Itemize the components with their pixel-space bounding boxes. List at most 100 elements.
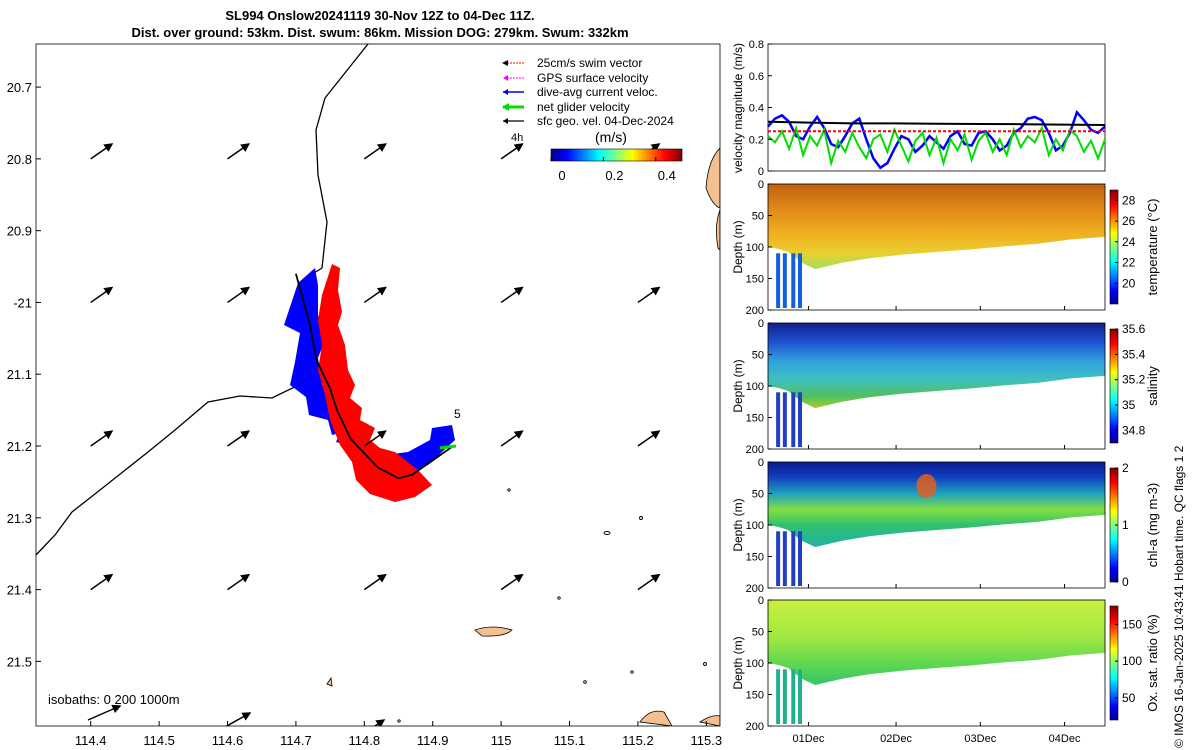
map-xtick-label: 115.2	[622, 733, 654, 748]
geo-arrow	[500, 286, 524, 304]
salinity-ytick-label: 150	[746, 413, 764, 425]
legend-gps-arrowhead	[503, 75, 508, 81]
chla-dive-profile	[776, 531, 781, 586]
geo-arrow	[363, 573, 387, 591]
islet	[326, 676, 333, 687]
map-xtick-label: 114.5	[143, 733, 175, 748]
map-xtick-label: 114.4	[75, 733, 107, 748]
velocity-ytick-label: 0.4	[749, 103, 764, 115]
oxygen-dive-profile	[776, 669, 781, 724]
geo-velocity-arrows	[90, 143, 661, 591]
oxygen-ytick-label: 0	[758, 595, 764, 607]
isobaths-label: isobaths: 0 200 1000m	[48, 692, 180, 707]
map-background	[36, 44, 720, 726]
geo-arrow	[637, 286, 661, 304]
coastline	[36, 44, 369, 556]
map-xtick-label: 114.7	[280, 733, 312, 748]
chart-title-line1: SL994 Onslow20241119 30-Nov 12Z to 04-De…	[225, 8, 535, 23]
chla-ytick-label: 0	[758, 457, 764, 469]
chla-ytick-label: 200	[746, 583, 764, 595]
oxygen-cbar-tick-label: 100	[1122, 654, 1142, 668]
colorbar-tick-label: 0.2	[605, 168, 623, 183]
time-label-5: 5	[454, 407, 461, 421]
chla-dive-profile	[782, 531, 787, 586]
salinity-ylabel: Depth (m)	[731, 359, 745, 412]
temperature-ytick-label: 200	[746, 305, 764, 317]
geo-arrow	[500, 430, 524, 447]
salinity-cbar-tick-label: 35.6	[1122, 322, 1146, 336]
geo-arrow	[87, 704, 122, 721]
salinity-dive-profile	[791, 392, 796, 447]
colorbar-label: (m/s)	[595, 129, 627, 145]
geo-arrow	[227, 143, 251, 160]
temperature-ytick-label: 0	[758, 179, 764, 191]
chla-cbar-label: chl-a (mg m-3)	[1145, 483, 1160, 568]
geo-arrow	[227, 430, 251, 447]
map-ytick-label: 21.1	[7, 367, 32, 382]
temperature-cbar-tick-label: 22	[1122, 256, 1136, 270]
velocity-ytick-label: 0	[758, 166, 764, 178]
oxygen-ytick-label: 200	[746, 721, 764, 733]
chla-dive-profile	[798, 531, 803, 586]
oxygen-ytick-label: 150	[746, 690, 764, 702]
map-axes: 114.4 114.5 114.6 114.7 114.8 114.9 115 115.1 11…	[7, 80, 722, 748]
velocity-ylabel: velocity magnitude (m/s)	[731, 43, 745, 173]
map-ytick-label: 21.2	[7, 439, 32, 454]
chla-ylabel: Depth (m)	[731, 498, 745, 551]
temperature-colorbar	[1109, 189, 1119, 305]
oxygen-ylabel: Depth (m)	[731, 636, 745, 689]
temperature-seabed-mask	[768, 236, 1105, 310]
map-ytick-label: 20.9	[7, 224, 32, 239]
oxygen-seabed-mask	[768, 652, 1105, 726]
land-patch	[716, 209, 720, 251]
temperature-ytick-label: 100	[746, 242, 764, 254]
salinity-dive-profile	[782, 392, 787, 447]
chla-cbar-tick-label: 0	[1122, 575, 1129, 589]
geo-arrow	[373, 719, 386, 726]
chla-cbar-tick-label: 2	[1122, 461, 1129, 475]
temperature-dive-profile	[791, 253, 796, 308]
chla-maximum-patch	[916, 473, 937, 498]
legend-geo-arrowhead	[503, 118, 508, 124]
map-panel: 4h 5 isobaths: 0 200 1000m 114.4 114.5 114…	[7, 43, 722, 748]
swim-vector-swath	[318, 264, 432, 502]
salinity-seabed-mask	[768, 375, 1105, 449]
legend-gps-label: GPS surface velocity	[537, 71, 648, 85]
geo-arrow	[90, 286, 114, 304]
island	[474, 626, 513, 637]
temperature-ytick-label: 150	[746, 274, 764, 286]
map-xtick-label: 114.8	[349, 733, 381, 748]
velocity-axes: 0 0.2 0.4 0.6 0.8	[749, 39, 772, 178]
oxygen-ytick-label: 100	[746, 658, 764, 670]
salinity-ytick-label: 200	[746, 444, 764, 456]
map-ytick-label: 21.4	[7, 583, 32, 598]
net-velocity-marker	[439, 444, 457, 450]
map-ytick-label: 21.3	[7, 511, 32, 526]
map-ytick-label: 20.8	[7, 152, 32, 167]
current-velocity-swath	[284, 268, 455, 478]
colorbar-tick-label: 0.4	[658, 168, 676, 183]
salinity-dive-profile	[798, 392, 803, 447]
section-xtick-label: 03Dec	[964, 733, 996, 745]
temperature-cbar-tick-label: 24	[1122, 235, 1136, 249]
geo-arrow	[637, 430, 661, 447]
map-xtick-label: 115.1	[554, 733, 586, 748]
legend-geo-label: sfc geo. vel. 04-Dec-2024	[537, 114, 674, 128]
velocity-line	[767, 120, 1106, 126]
legend-net-arrowhead	[502, 103, 509, 111]
chla-ytick-label: 150	[746, 552, 764, 564]
temperature-cbar-tick-label: 20	[1122, 276, 1136, 290]
oxygen-cbar-tick-label: 150	[1122, 617, 1142, 631]
salinity-ytick-label: 0	[758, 318, 764, 330]
geo-arrow	[363, 286, 387, 304]
temperature-cbar-tick-label: 28	[1122, 193, 1136, 207]
oxygen-cbar-tick-label: 50	[1122, 691, 1136, 705]
map-xtick-label: 115	[491, 733, 512, 748]
velocity-axes-frame	[767, 43, 1106, 172]
oxygen-dive-profile	[791, 669, 796, 724]
oxygen-dive-profile	[798, 669, 803, 724]
geo-arrow	[500, 143, 524, 160]
